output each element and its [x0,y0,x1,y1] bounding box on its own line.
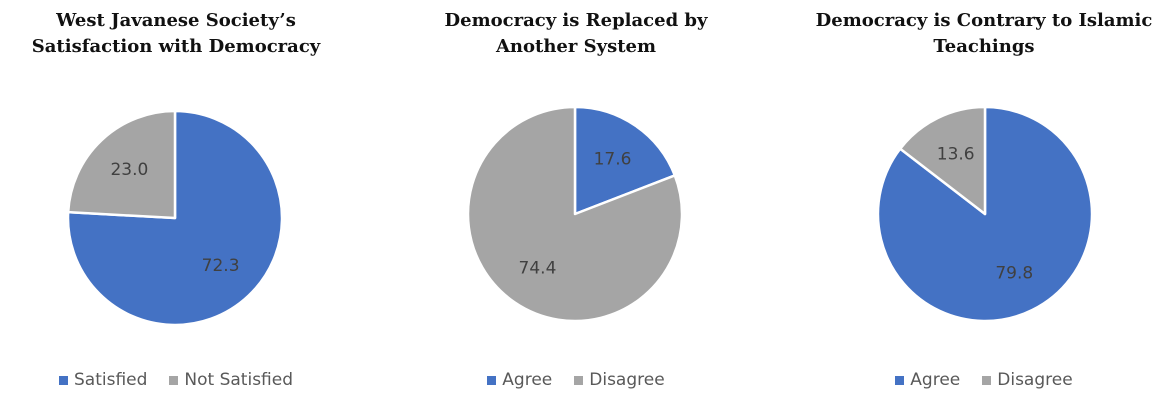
pie-svg: 17.6 74.4 [466,105,684,323]
legend-swatch-gray [169,375,179,385]
legend: Agree Disagree [808,370,1160,390]
legend-swatch-gray [982,375,992,385]
chart-title-line-2: Teachings [933,36,1035,57]
chart-title-line-1: Democracy is Contrary to Islamic [815,10,1153,31]
pie-svg: 72.3 23.0 [66,109,284,327]
legend-label: Disagree [997,370,1073,390]
chart-title-line-2: Another System [495,36,657,57]
legend-label: Not Satisfied [184,370,294,390]
legend: Agree Disagree [400,370,752,390]
chart-title-line-2: Satisfaction with Democracy [31,36,321,57]
pie-slice-disagree [466,105,684,323]
legend-item-satisfied: Satisfied [58,370,148,390]
legend-label: Satisfied [73,370,148,390]
legend-label: Agree [502,370,553,390]
chart-title: Democracy is Replaced by Another System [400,8,752,60]
pie-slice-disagree [898,105,987,216]
pie-slice-agree [573,105,677,216]
data-label: 74.4 [519,259,557,279]
legend-item-agree: Agree [487,370,552,390]
chart-title-line-1: Democracy is Replaced by [444,10,708,31]
pie-slice-not-satisfied [66,109,177,220]
legend-swatch-blue [58,375,68,385]
pie-svg: 79.8 13.6 [876,105,1094,323]
legend-item-disagree: Disagree [574,370,665,390]
chart-title: West Javanese Society’s Satisfaction wit… [0,8,352,60]
data-label: 13.6 [937,144,975,164]
data-label: 72.3 [202,256,240,276]
chart-title-line-1: West Javanese Society’s [56,10,296,31]
legend: Satisfied Not Satisfied [0,370,352,390]
legend-item-agree: Agree [895,370,960,390]
data-label: 79.8 [995,264,1033,284]
legend-item-disagree: Disagree [982,370,1073,390]
pie-chart-replaced: Democracy is Replaced by Another System … [400,0,752,396]
legend-swatch-blue [895,375,905,385]
data-label: 17.6 [594,149,632,169]
chart-title: Democracy is Contrary to Islamic Teachin… [808,8,1160,60]
legend-label: Agree [910,370,961,390]
legend-label: Disagree [589,370,665,390]
data-label: 23.0 [110,160,148,180]
legend-swatch-gray [574,375,584,385]
pie-chart-satisfaction: West Javanese Society’s Satisfaction wit… [0,0,352,396]
legend-swatch-blue [487,375,497,385]
pie-chart-islamic: Democracy is Contrary to Islamic Teachin… [808,0,1160,396]
legend-item-not-satisfied: Not Satisfied [169,370,293,390]
